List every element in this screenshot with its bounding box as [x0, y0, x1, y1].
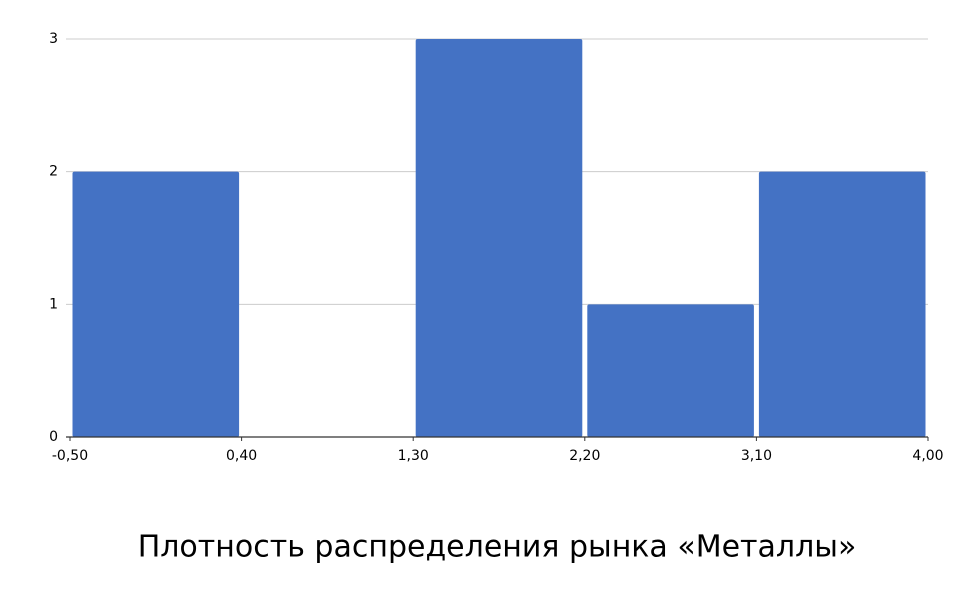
x-tick-label: 1,30 [398, 448, 429, 464]
x-tick-label: 3,10 [741, 448, 772, 464]
x-tick-label: 2,20 [569, 448, 600, 464]
bar [415, 39, 583, 437]
bar [72, 171, 240, 437]
chart-title: Плотность распределения рынка «Металлы» [138, 530, 857, 565]
x-tick-label: -0,50 [52, 448, 88, 464]
x-tick-label: 0,40 [226, 448, 257, 464]
y-tick-label: 0 [49, 429, 58, 445]
bar [758, 171, 926, 437]
y-tick-label: 1 [49, 296, 58, 312]
x-tick-label: 4,00 [912, 448, 943, 464]
y-tick-label: 3 [49, 31, 58, 47]
bar [587, 304, 754, 437]
y-tick-label: 2 [49, 164, 58, 180]
